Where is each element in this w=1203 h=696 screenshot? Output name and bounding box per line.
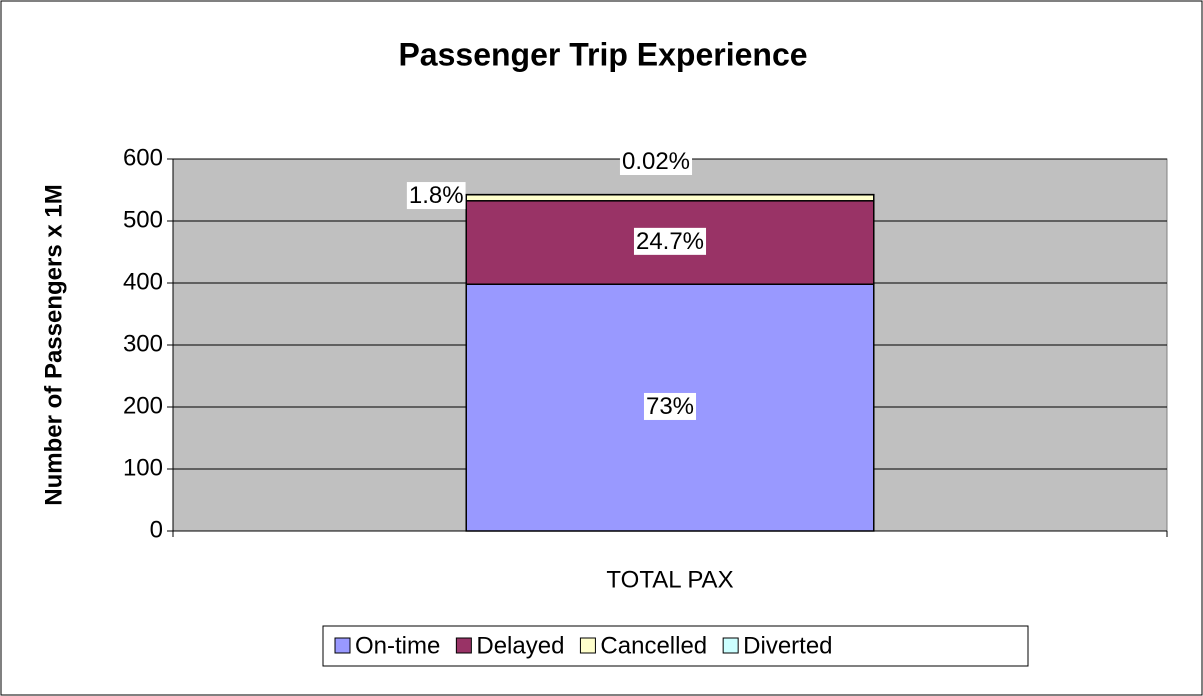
legend-label: On-time	[355, 632, 440, 659]
data-label-background	[619, 147, 693, 175]
data-label-background	[643, 392, 697, 420]
legend-label: Delayed	[476, 632, 564, 659]
y-tick-label: 100	[123, 454, 163, 481]
data-label: 1.8%	[409, 182, 464, 209]
legend-swatch	[334, 637, 351, 654]
data-label-background	[406, 182, 466, 210]
legend-swatch	[455, 637, 472, 654]
data-label-background	[633, 227, 707, 255]
legend-swatch	[579, 637, 596, 654]
legend-label: Cancelled	[600, 632, 707, 659]
y-axis-label: Number of Passengers x 1M	[40, 184, 67, 505]
data-label: 0.02%	[622, 148, 690, 175]
data-label: 73%	[646, 393, 694, 420]
legend-label: Diverted	[743, 632, 832, 659]
y-tick-label: 500	[123, 206, 163, 233]
legend-swatch	[722, 637, 739, 654]
x-tick-label: TOTAL PAX	[606, 566, 733, 593]
legend-box	[322, 625, 1029, 667]
bar-segment	[465, 193, 875, 202]
y-tick-label: 400	[123, 268, 163, 295]
data-label: 24.7%	[636, 228, 704, 255]
y-tick-label: 600	[123, 144, 163, 171]
y-tick-label: 0	[150, 516, 163, 543]
chart-title: Passenger Trip Experience	[398, 36, 807, 72]
y-tick-label: 300	[123, 330, 163, 357]
y-tick-label: 200	[123, 392, 163, 419]
